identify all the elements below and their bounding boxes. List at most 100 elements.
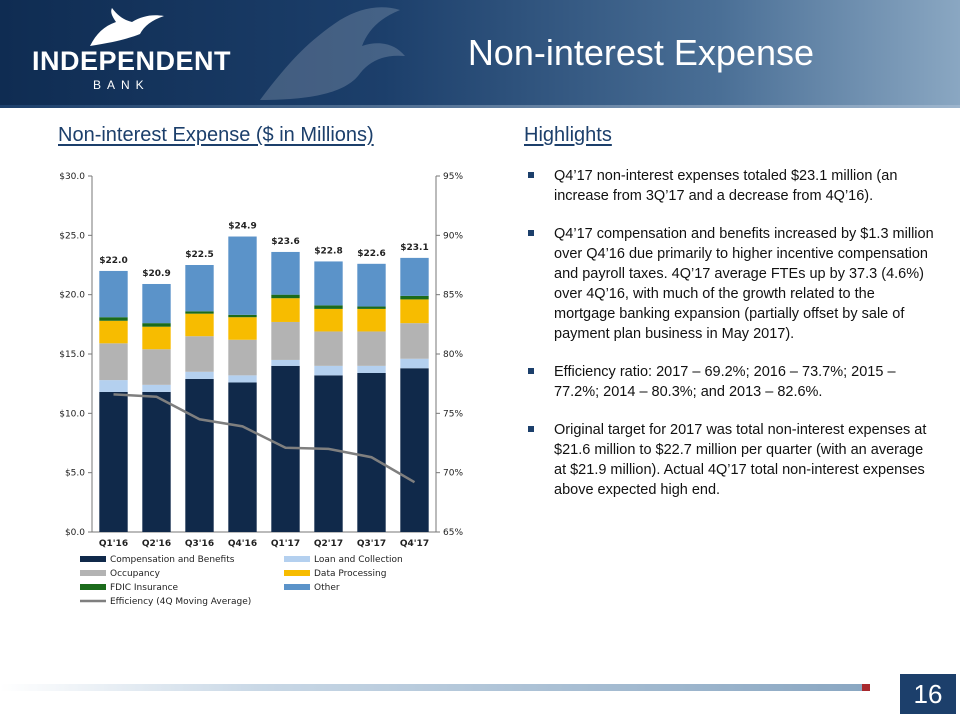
bar-segment-occ: [185, 336, 214, 372]
bar-segment-other: [142, 283, 171, 324]
bar-segment-dp: [271, 298, 300, 322]
legend-swatch-occ: [80, 570, 106, 576]
highlight-text: Q4’17 non-interest expenses totaled $23.…: [554, 168, 898, 204]
bar-segment-fdic: [185, 311, 214, 314]
legend-swatch-comp: [80, 556, 106, 562]
bar-total-label: $22.0: [99, 256, 127, 266]
bar-segment-comp: [314, 375, 343, 532]
bar-total-label: $23.1: [400, 243, 428, 253]
y-tick-label-right: 65%: [443, 528, 463, 538]
footer-accent: [862, 684, 870, 691]
slide-title: Non-interest Expense: [467, 32, 814, 73]
bar-segment-occ: [271, 321, 300, 360]
bar-total-label: $22.8: [314, 246, 342, 256]
legend-swatch-loan: [284, 556, 310, 562]
bar-segment-comp: [357, 372, 386, 532]
y-tick-label-left: $5.0: [65, 469, 85, 479]
legend-label: FDIC Insurance: [110, 583, 179, 593]
bar-segment-other: [228, 236, 257, 315]
legend-label: Loan and Collection: [314, 555, 403, 565]
bar-segment-fdic: [142, 323, 171, 327]
highlight-item: Efficiency ratio: 2017 – 69.2%; 2016 – 7…: [526, 362, 936, 402]
brand-name: INDEPENDENT: [32, 46, 232, 76]
highlight-text: Efficiency ratio: 2017 – 69.2%; 2016 – 7…: [554, 364, 896, 400]
bar-total-label: $22.5: [185, 250, 213, 260]
legend-label: Data Processing: [314, 569, 386, 579]
efficiency-line: [113, 393, 416, 484]
bar-segment-comp: [142, 391, 171, 532]
bar-segment-dp: [314, 308, 343, 332]
x-tick-label: Q2'16: [142, 539, 171, 549]
bar-segment-loan: [314, 365, 343, 376]
bar-segment-dp: [142, 326, 171, 350]
eagle-logo-icon: [90, 8, 164, 46]
bar-segment-fdic: [271, 294, 300, 299]
bar-segment-dp: [99, 320, 128, 344]
bar-segment-other: [271, 251, 300, 295]
bar-segment-other: [400, 257, 429, 296]
bar-segment-occ: [314, 331, 343, 366]
x-tick-label: Q4'17: [400, 539, 429, 549]
expense-chart-svg: $0.0 $5.0 $10.0 $15.0 $20.0 $25.0 $30.0 65% 70% 7…: [59, 172, 463, 607]
y-tick-label-right: 70%: [443, 469, 463, 479]
x-tick-label: Q4'16: [228, 539, 257, 549]
bar-segment-fdic: [99, 317, 128, 321]
y-tick-label-left: $0.0: [65, 528, 85, 538]
y-tick-label-left: $30.0: [59, 172, 85, 182]
legend-label: Efficiency (4Q Moving Average): [110, 597, 251, 607]
bar-segment-loan: [99, 380, 128, 392]
bar-segment-occ: [99, 343, 128, 381]
bar-segment-comp: [228, 382, 257, 532]
x-tick-label: Q1'17: [271, 539, 300, 549]
bar-segment-loan: [271, 359, 300, 366]
y-tick-label-right: 85%: [443, 291, 463, 301]
x-tick-label: Q3'17: [357, 539, 386, 549]
brand-sub: BANK: [93, 78, 150, 92]
bar-total-label: $22.6: [357, 249, 385, 259]
bullet-square-icon: [528, 426, 534, 432]
legend-swatch-dp: [284, 570, 310, 576]
bar-total-label: $20.9: [142, 269, 170, 279]
bullet-square-icon: [528, 368, 534, 374]
bar-total-label: $23.6: [271, 237, 299, 247]
header-stripe: [0, 105, 960, 108]
highlight-item: Q4’17 compensation and benefits increase…: [526, 224, 936, 344]
bar-segment-loan: [185, 371, 214, 379]
y-tick-label-right: 90%: [443, 231, 463, 241]
x-tick-label: Q1'16: [99, 539, 128, 549]
footer-bar: [0, 684, 862, 691]
legend-label: Other: [314, 583, 340, 593]
eagle-watermark-icon: [260, 7, 405, 100]
y-tick-label-right: 80%: [443, 350, 463, 360]
highlight-text: Q4’17 compensation and benefits increase…: [554, 226, 934, 342]
bar-total-label: $24.9: [228, 222, 256, 232]
bar-segment-fdic: [357, 306, 386, 309]
x-tick-label: Q3'16: [185, 539, 214, 549]
bar-segment-other: [185, 265, 214, 312]
highlights-heading: Highlights: [524, 124, 612, 146]
bar-segment-fdic: [228, 314, 257, 318]
bar-segment-other: [314, 261, 343, 306]
highlights-list: Q4’17 non-interest expenses totaled $23.…: [526, 166, 936, 518]
bar-segment-other: [99, 270, 128, 318]
expense-chart: $0.0 $5.0 $10.0 $15.0 $20.0 $25.0 $30.0 65% 70% 7…: [36, 160, 476, 630]
bar-segment-loan: [142, 384, 171, 392]
legend-label: Compensation and Benefits: [110, 555, 235, 565]
bar-segment-other: [357, 263, 386, 307]
y-tick-label-left: $25.0: [59, 231, 85, 241]
bar-segment-occ: [400, 323, 429, 359]
page-number: 16: [900, 674, 956, 714]
legend-label: Occupancy: [110, 569, 161, 579]
legend-swatch-fdic: [80, 584, 106, 590]
bar-segment-dp: [228, 317, 257, 340]
highlight-item: Original target for 2017 was total non-i…: [526, 420, 936, 500]
bar-segment-occ: [228, 339, 257, 376]
bar-segment-loan: [357, 365, 386, 373]
bar-segment-comp: [99, 391, 128, 532]
bar-segment-comp: [400, 368, 429, 532]
y-tick-label-left: $10.0: [59, 409, 85, 419]
chart-heading: Non-interest Expense ($ in Millions): [58, 124, 374, 146]
bar-segment-fdic: [314, 305, 343, 309]
bar-segment-loan: [228, 375, 257, 383]
bar-segment-dp: [185, 313, 214, 337]
